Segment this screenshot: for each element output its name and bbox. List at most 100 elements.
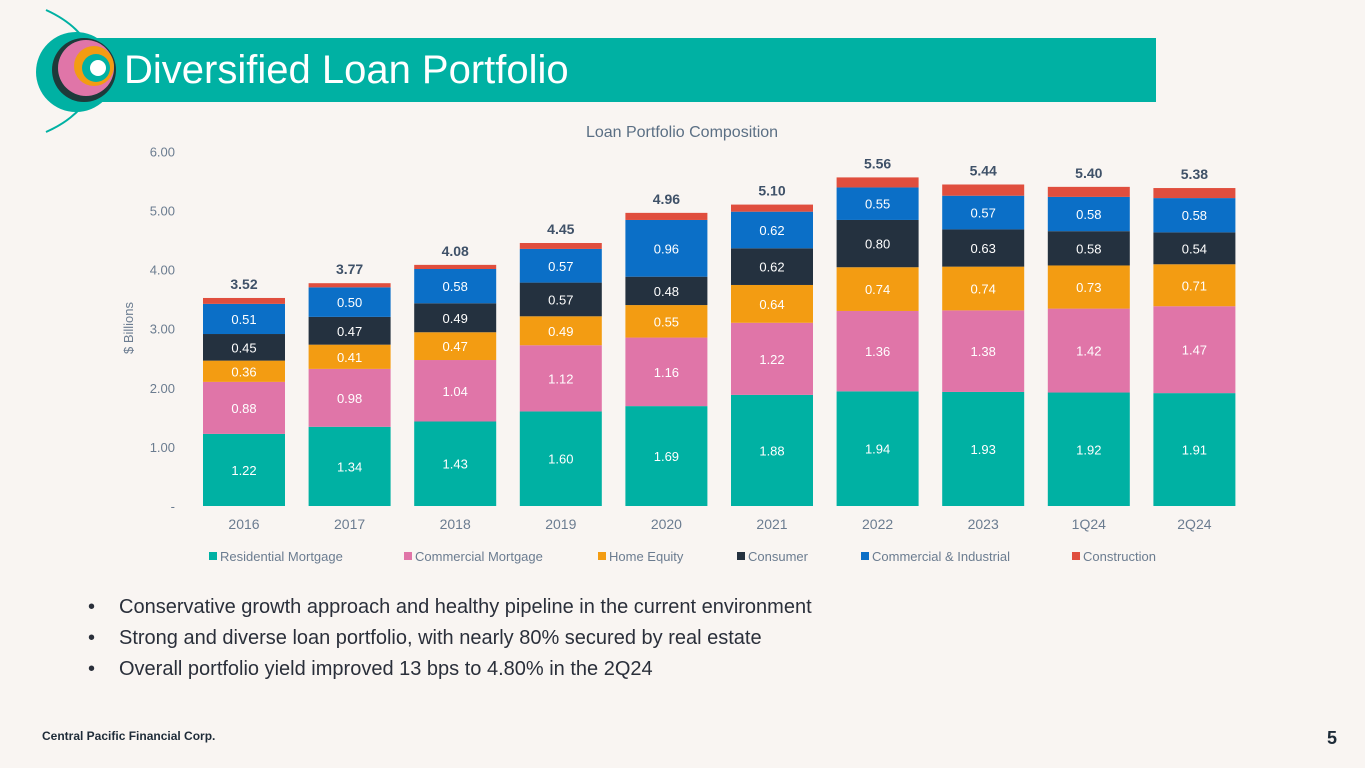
data-label: 0.96 bbox=[654, 241, 679, 256]
bar-segment bbox=[203, 360, 285, 382]
bar-segment bbox=[519, 316, 602, 346]
bar-segment bbox=[625, 305, 708, 338]
data-label: 1.38 bbox=[971, 344, 996, 359]
total-label: 5.38 bbox=[1181, 166, 1208, 182]
bar-segment bbox=[1047, 392, 1130, 506]
data-label: 0.58 bbox=[1076, 207, 1101, 222]
legend-label: Commercial & Industrial bbox=[872, 549, 1010, 564]
y-axis-ticks: - 1.00 2.00 3.00 4.00 5.00 6.00 bbox=[150, 144, 175, 514]
bar-segment bbox=[836, 391, 919, 506]
x-tick-label: 2019 bbox=[545, 516, 576, 532]
x-tick-label: 2016 bbox=[228, 516, 259, 532]
data-label: 0.74 bbox=[971, 282, 996, 297]
data-label: 1.36 bbox=[865, 344, 890, 359]
bar-segment bbox=[414, 303, 497, 333]
title-bar bbox=[70, 38, 1156, 102]
data-label: 0.48 bbox=[654, 284, 679, 299]
x-tick-label: 2018 bbox=[440, 516, 471, 532]
bar-segment bbox=[1047, 231, 1130, 266]
data-label: 1.43 bbox=[443, 457, 468, 472]
page-number: 5 bbox=[1326, 728, 1337, 748]
y-tick-label: 5.00 bbox=[150, 204, 175, 219]
data-label: 0.57 bbox=[971, 206, 996, 221]
data-label: 0.57 bbox=[548, 259, 573, 274]
x-tick-label: 2017 bbox=[334, 516, 365, 532]
footer-company: Central Pacific Financial Corp. bbox=[42, 729, 216, 743]
bar-segment bbox=[731, 284, 813, 323]
x-axis-ticks: 2016 2017 2018 2019 2020 2021 2022 2023 1Q24 2Q24 bbox=[228, 516, 1211, 532]
bar-segment bbox=[203, 303, 285, 335]
legend-swatch bbox=[598, 552, 606, 560]
bar-segment bbox=[942, 266, 1025, 311]
bar-segment bbox=[731, 322, 813, 395]
data-label: 0.49 bbox=[443, 311, 468, 326]
data-label: 1.91 bbox=[1182, 443, 1207, 458]
total-label: 4.96 bbox=[653, 191, 680, 207]
legend-label: Residential Mortgage bbox=[220, 549, 343, 564]
data-label: 1.93 bbox=[971, 442, 996, 457]
legend-label: Commercial Mortgage bbox=[415, 549, 543, 564]
bar-segment bbox=[836, 219, 919, 268]
bar-segment bbox=[836, 310, 919, 392]
data-label: 1.22 bbox=[759, 352, 784, 367]
data-label: 0.50 bbox=[337, 295, 362, 310]
bar-segment bbox=[1153, 198, 1236, 233]
x-tick-label: 1Q24 bbox=[1072, 516, 1106, 532]
y-axis-label: $ Billions bbox=[121, 301, 136, 354]
bar-segment bbox=[942, 229, 1025, 267]
bullet-symbol: • bbox=[88, 658, 96, 680]
legend-label: Construction bbox=[1083, 549, 1156, 564]
bar-segment bbox=[203, 297, 285, 304]
bar-segment bbox=[1153, 306, 1236, 394]
total-label: 3.77 bbox=[336, 261, 363, 277]
bullet-list: • Conservative growth approach and health… bbox=[88, 592, 812, 685]
data-label: 1.22 bbox=[231, 463, 256, 478]
bar-segment bbox=[203, 381, 285, 434]
data-label: 0.41 bbox=[337, 350, 362, 365]
data-label: 1.69 bbox=[654, 449, 679, 464]
legend-label: Home Equity bbox=[609, 549, 684, 564]
data-label: 1.47 bbox=[1182, 343, 1207, 358]
legend-swatch bbox=[1072, 552, 1080, 560]
bullet-text: Conservative growth approach and healthy… bbox=[119, 596, 812, 618]
bar-segment bbox=[203, 433, 285, 506]
bar-segment bbox=[519, 282, 602, 317]
data-label: 0.55 bbox=[865, 197, 890, 212]
bar-segment bbox=[1153, 188, 1236, 199]
bullet-symbol: • bbox=[88, 596, 96, 618]
data-label: 0.98 bbox=[337, 391, 362, 406]
bar-segment bbox=[731, 394, 813, 506]
total-label: 4.45 bbox=[547, 221, 574, 237]
bar-segment bbox=[414, 332, 497, 361]
data-label: 0.58 bbox=[1182, 208, 1207, 223]
total-label: 5.44 bbox=[970, 162, 997, 178]
bar-segment bbox=[519, 248, 602, 283]
y-tick-label: - bbox=[171, 499, 175, 514]
total-label: 5.56 bbox=[864, 155, 891, 171]
bar-segment bbox=[519, 411, 602, 506]
bar-segment bbox=[414, 360, 497, 422]
data-label: 0.49 bbox=[548, 324, 573, 339]
bar-segment bbox=[308, 344, 391, 369]
total-label: 4.08 bbox=[442, 243, 469, 259]
x-tick-label: 2021 bbox=[756, 516, 787, 532]
total-label: 5.10 bbox=[758, 183, 785, 199]
bar-segment bbox=[625, 406, 708, 506]
bar-segment bbox=[308, 368, 391, 427]
data-label: 1.04 bbox=[443, 384, 468, 399]
total-label: 3.52 bbox=[230, 276, 257, 292]
bar-segment bbox=[942, 184, 1025, 196]
bullet-text: Overall portfolio yield improved 13 bps … bbox=[119, 658, 653, 680]
x-tick-label: 2023 bbox=[968, 516, 999, 532]
legend-swatch bbox=[209, 552, 217, 560]
bar-segment bbox=[308, 283, 391, 288]
bar-segment bbox=[836, 267, 919, 311]
bar-segment bbox=[942, 195, 1025, 230]
bar-segment bbox=[1047, 308, 1130, 393]
bar-segment bbox=[1153, 232, 1236, 265]
data-label: 0.80 bbox=[865, 237, 890, 252]
bullet-item: • Conservative growth approach and health… bbox=[88, 592, 812, 623]
data-label: 1.60 bbox=[548, 452, 573, 467]
x-tick-label: 2020 bbox=[651, 516, 682, 532]
data-label: 0.47 bbox=[337, 324, 362, 339]
